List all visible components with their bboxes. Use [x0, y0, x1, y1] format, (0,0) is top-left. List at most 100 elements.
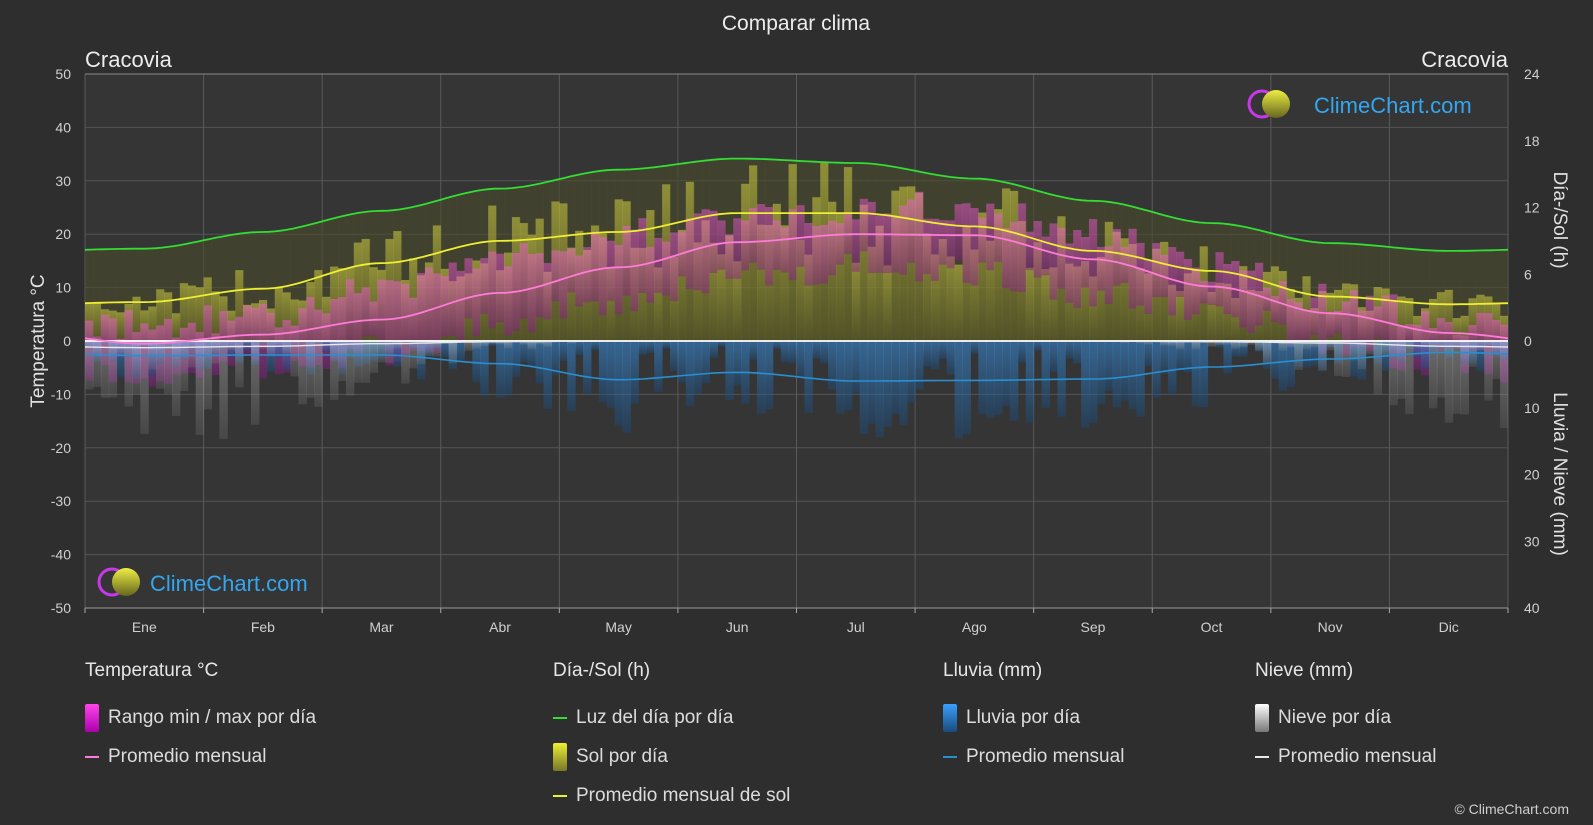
snow-avg-swatch [1255, 755, 1269, 758]
rain-bar [1081, 341, 1090, 428]
sun-bar [314, 270, 323, 341]
daylight-band [251, 232, 260, 341]
temp-range-bar [867, 201, 877, 274]
temp-range-bar [670, 232, 679, 302]
temp-range-bar [717, 220, 726, 270]
snow-bar [251, 341, 260, 425]
x-tick-label: Nov [1318, 619, 1343, 635]
legend-temp-heading: Temperatura °C [85, 660, 219, 681]
rain-bar [1278, 341, 1288, 391]
rain-bar [970, 341, 979, 354]
temp-range-bar [962, 203, 971, 283]
daylight-band [1500, 249, 1508, 341]
climate-chart: Comparar clima Cracovia Cracovia 50 40 30 2… [28, 12, 1570, 635]
temp-range-bar [1389, 294, 1398, 369]
rain-bar [922, 341, 932, 367]
sun-bar [1468, 298, 1477, 341]
temp-range-bar [1341, 301, 1351, 356]
rain-bar [614, 341, 624, 426]
rain-bar [583, 341, 592, 395]
rain-bar [1017, 341, 1027, 363]
daylight-band [1397, 248, 1406, 341]
snow-bar [274, 341, 284, 348]
rain-bar [709, 341, 718, 358]
snow-bar [1136, 341, 1145, 344]
rain-bar [693, 341, 703, 395]
snow-bar [361, 341, 371, 383]
rain-bar [567, 341, 576, 412]
sun-bar [851, 262, 861, 341]
temp-range-bar [654, 237, 663, 293]
temp-range-bar [1009, 221, 1019, 292]
daylight-swatch [553, 716, 567, 719]
sun-bar [883, 265, 892, 341]
snow-bar [1373, 341, 1383, 395]
location-right: Cracovia [1421, 47, 1509, 72]
rain-bar [630, 341, 639, 404]
logo-top: ClimeChart.com [1247, 89, 1472, 119]
legend-snow-avg: Promedio mensual [1255, 737, 1436, 776]
snow-bar [417, 341, 426, 365]
snow-bar [1476, 341, 1485, 351]
rain-bar [440, 341, 450, 358]
sun-bar [836, 213, 845, 341]
daylight-band [1365, 245, 1375, 341]
rain-bar [511, 341, 521, 377]
logo-text-bottom: ClimeChart.com [150, 571, 308, 596]
sun-bar [92, 302, 102, 341]
y-tick-left: 50 [55, 66, 71, 82]
snow-bar [235, 341, 244, 388]
y-tick-right-top: 24 [1524, 66, 1540, 82]
temp-range-bar [756, 204, 766, 270]
temp-range-bar [1357, 310, 1367, 348]
legend-rain-day-label: Lluvia por día [966, 706, 1081, 728]
temp-range-bar [1168, 247, 1177, 316]
sun-bar [733, 261, 742, 341]
daylight-band [108, 249, 118, 341]
rain-bar [1168, 341, 1177, 395]
temp-range-bar [1136, 242, 1145, 306]
temp-range-bar [978, 217, 987, 263]
rain-bar [1199, 341, 1209, 408]
rain-bar [274, 341, 284, 359]
snow-bar [1231, 341, 1240, 349]
snow-bar [424, 341, 434, 356]
temp-range-bar [1073, 229, 1082, 308]
temp-range-bar [1334, 310, 1343, 334]
sun-bar [693, 242, 703, 341]
temp-range-bar [812, 226, 821, 285]
snow-bar [85, 341, 94, 390]
daylight-band [100, 249, 110, 341]
temp-range-bar [725, 234, 734, 279]
rain-bar [938, 341, 948, 360]
sun-bar [274, 287, 284, 341]
sun-bar [954, 264, 964, 341]
rain-bar [994, 341, 1003, 416]
snow-bar [124, 341, 133, 407]
sun-bar [116, 312, 126, 341]
rain-bar [543, 341, 552, 409]
temp-avg-line [85, 233, 1508, 345]
temp-range-bar [503, 266, 513, 336]
snow-bar [1421, 341, 1430, 346]
temp-range-bar [662, 241, 671, 296]
temp-range-bar [575, 255, 584, 307]
sun-bar [1444, 289, 1454, 341]
sun-bar [1049, 267, 1058, 341]
temp-range-bar [1081, 236, 1090, 288]
rain-bar [962, 341, 971, 435]
temp-range-bar [764, 206, 774, 286]
snow-bar [1207, 341, 1216, 347]
temp-range-bar [1017, 203, 1027, 293]
snow-bar [432, 341, 442, 357]
y-tick-right-bottom: 10 [1524, 400, 1540, 416]
rain-bar [899, 341, 908, 425]
temp-range-bar [1002, 228, 1011, 289]
daylight-band [1468, 250, 1477, 341]
temp-range-bar [1239, 270, 1248, 328]
temp-range-bar [1326, 313, 1335, 338]
legend-daylight: Luz del día por día [553, 698, 790, 737]
daylight-band [243, 232, 252, 341]
rain-bar [717, 341, 726, 347]
snow-bar [527, 341, 537, 350]
